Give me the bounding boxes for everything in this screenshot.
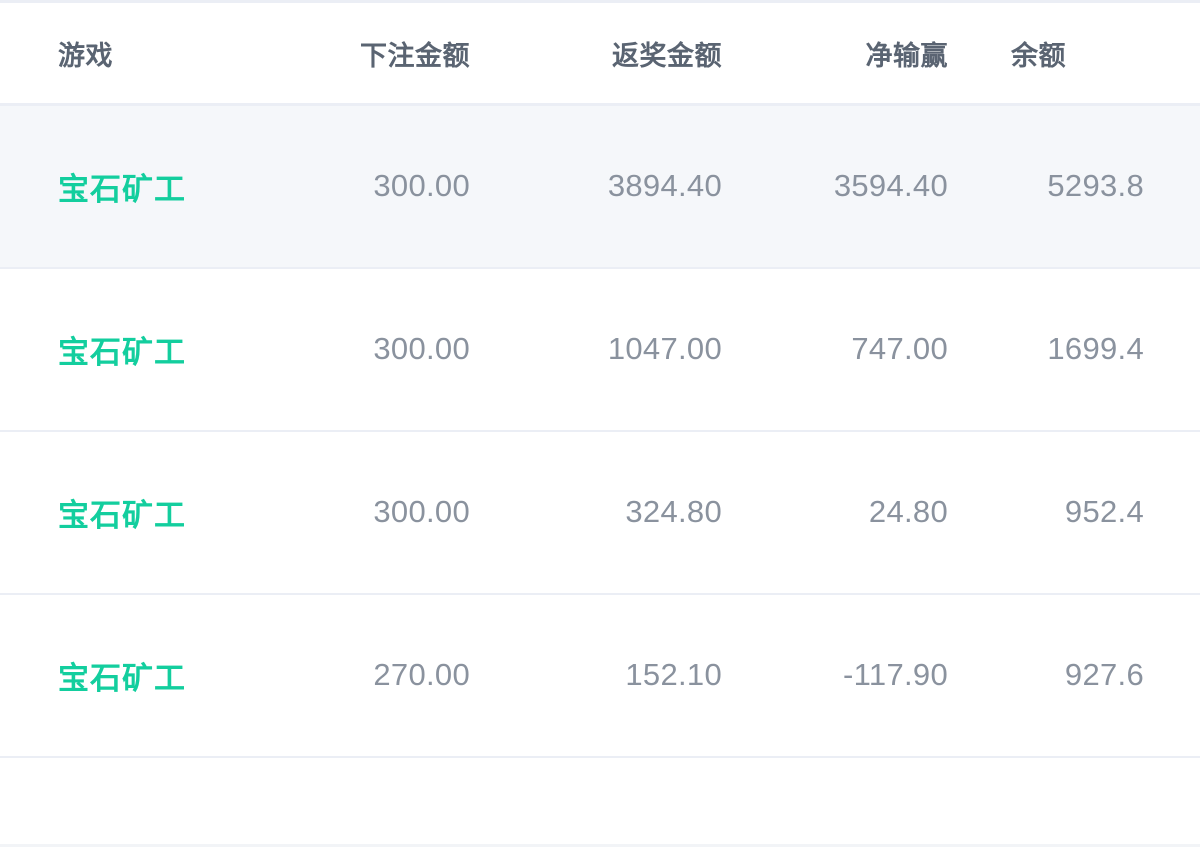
- bet-records-table: 游戏 下注金额 返奖金额 净输赢 余额 宝石矿工 300.00 3894.40 …: [0, 0, 1200, 758]
- table-bottom-spacer: [0, 757, 1200, 847]
- cell-balance: 5293.8: [1005, 104, 1200, 269]
- cell-net-result: 3594.40: [820, 104, 1005, 269]
- column-header-bet-amount[interactable]: 下注金额: [320, 0, 570, 106]
- cell-bet-amount: 300.00: [320, 104, 570, 269]
- game-name-link[interactable]: 宝石矿工: [58, 497, 186, 533]
- game-name-link[interactable]: 宝石矿工: [58, 171, 186, 207]
- cell-balance: 952.4: [1005, 430, 1200, 595]
- table-row[interactable]: 宝石矿工 300.00 324.80 24.80 952.4: [0, 430, 1200, 595]
- cell-game: 宝石矿工: [0, 267, 320, 432]
- table-row[interactable]: 宝石矿工 300.00 1047.00 747.00 1699.4: [0, 267, 1200, 432]
- game-name-link[interactable]: 宝石矿工: [58, 660, 186, 696]
- cell-net-result: -117.90: [820, 593, 1005, 758]
- column-header-game[interactable]: 游戏: [0, 0, 320, 106]
- cell-payout-amount: 152.10: [570, 593, 820, 758]
- game-name-link[interactable]: 宝石矿工: [58, 334, 186, 370]
- cell-payout-amount: 3894.40: [570, 104, 820, 269]
- cell-game: 宝石矿工: [0, 430, 320, 595]
- column-header-payout-amount[interactable]: 返奖金额: [570, 0, 820, 106]
- cell-game: 宝石矿工: [0, 104, 320, 269]
- cell-bet-amount: 300.00: [320, 430, 570, 595]
- cell-balance: 1699.4: [1005, 267, 1200, 432]
- cell-net-result: 747.00: [820, 267, 1005, 432]
- table-body: 宝石矿工 300.00 3894.40 3594.40 5293.8 宝石矿工 …: [0, 104, 1200, 758]
- column-header-balance[interactable]: 余额: [1005, 0, 1200, 106]
- cell-payout-amount: 1047.00: [570, 267, 820, 432]
- table-header: 游戏 下注金额 返奖金额 净输赢 余额: [0, 0, 1200, 106]
- cell-balance: 927.6: [1005, 593, 1200, 758]
- table-header-row: 游戏 下注金额 返奖金额 净输赢 余额: [0, 0, 1200, 106]
- table-row[interactable]: 宝石矿工 270.00 152.10 -117.90 927.6: [0, 593, 1200, 758]
- cell-bet-amount: 270.00: [320, 593, 570, 758]
- cell-game: 宝石矿工: [0, 593, 320, 758]
- cell-payout-amount: 324.80: [570, 430, 820, 595]
- cell-net-result: 24.80: [820, 430, 1005, 595]
- column-header-net-result[interactable]: 净输赢: [820, 0, 1005, 106]
- cell-bet-amount: 300.00: [320, 267, 570, 432]
- table-row[interactable]: 宝石矿工 300.00 3894.40 3594.40 5293.8: [0, 104, 1200, 269]
